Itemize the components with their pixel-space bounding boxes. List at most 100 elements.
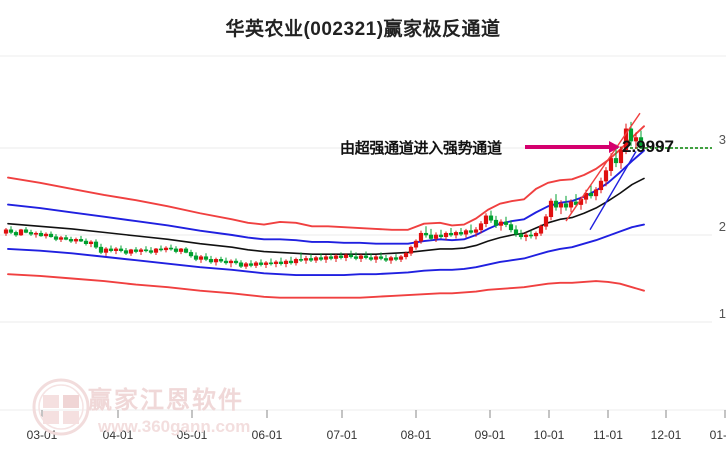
candle-body — [233, 260, 239, 264]
trend-rising-resistance-line — [565, 112, 641, 222]
x-axis-tick-label: 01-01 — [709, 428, 726, 442]
x-axis-tick-label: 06-01 — [251, 428, 283, 442]
candle-body — [398, 256, 404, 260]
candle-body — [203, 256, 209, 260]
candle-body — [13, 232, 19, 236]
candle-body — [213, 259, 219, 263]
candle-body — [453, 232, 459, 236]
candle-body — [68, 239, 74, 242]
candle-body — [628, 128, 634, 142]
candle-body — [593, 189, 599, 197]
candle-body — [438, 234, 444, 238]
candle-body — [253, 262, 259, 266]
candle-body — [443, 232, 449, 238]
candle-body — [388, 257, 394, 261]
candle-body — [568, 201, 574, 208]
candle-body — [133, 249, 139, 252]
candle-body — [428, 234, 434, 239]
candle-body — [303, 258, 309, 261]
candle-body — [208, 259, 214, 263]
band-middle-line — [7, 177, 645, 255]
candle-body — [583, 192, 589, 200]
candle-body — [118, 248, 124, 251]
candle-body — [403, 252, 409, 258]
trend-lines — [565, 112, 641, 231]
candle-body — [228, 260, 234, 264]
candle-body — [608, 158, 614, 171]
candle-body — [488, 215, 494, 221]
candle-body — [498, 221, 504, 226]
candle-body — [463, 230, 469, 235]
candle-body — [483, 215, 489, 224]
candle-body — [148, 250, 154, 253]
candle-body — [353, 256, 359, 259]
candle-body — [88, 241, 94, 245]
candle-body — [8, 229, 14, 233]
candle-body — [138, 249, 144, 252]
candle-body — [18, 229, 24, 236]
candle-body — [603, 170, 609, 182]
band-upper-strong-band — [7, 149, 645, 245]
brand-seal-icon — [32, 378, 90, 436]
arrow-head — [609, 141, 620, 153]
candle-body — [163, 247, 169, 251]
candle-body — [318, 257, 324, 260]
candle-body — [513, 229, 519, 235]
candle-body — [198, 256, 204, 260]
candle-body — [588, 192, 594, 197]
candle-body — [28, 232, 34, 235]
candle-body — [153, 248, 159, 253]
candle-body — [43, 233, 49, 237]
candle-body — [218, 259, 224, 262]
candle-body — [168, 247, 174, 250]
x-axis-tick-label: 10-01 — [533, 428, 565, 442]
x-axis-tick-label: 07-01 — [326, 428, 358, 442]
candle-body — [503, 221, 509, 225]
x-axis-tick-label: 09-01 — [474, 428, 506, 442]
candle-body — [563, 203, 569, 208]
candle-body — [383, 258, 389, 261]
candle-body — [538, 226, 544, 234]
candle-body — [58, 237, 64, 240]
candle-body — [313, 257, 319, 261]
candle-body — [348, 254, 354, 258]
candle-body — [618, 149, 624, 164]
x-axis-tick-label: 04-01 — [102, 428, 134, 442]
trend-rising-support-line — [589, 151, 637, 231]
candle-body — [293, 259, 299, 264]
candle-body — [333, 255, 339, 259]
candle-body — [48, 233, 54, 238]
candle-body — [123, 250, 129, 254]
x-axis-tick-label: 08-01 — [400, 428, 432, 442]
candle-body — [113, 248, 119, 251]
candle-body — [363, 255, 369, 258]
watermark-url: www.360gann.com — [98, 417, 251, 436]
candle-body — [433, 234, 439, 239]
candle-body — [158, 248, 164, 251]
candle-body — [188, 252, 194, 257]
candle-body — [108, 248, 114, 251]
channel-bands — [7, 125, 645, 299]
candle-body — [423, 232, 429, 236]
band-lower-strong-band — [7, 223, 645, 276]
candle-body — [173, 248, 179, 252]
candle-body — [343, 254, 349, 258]
candle-body — [328, 256, 334, 259]
candle-body — [33, 232, 39, 235]
candle-body — [378, 256, 384, 259]
candle-body — [413, 240, 419, 248]
candle-body — [83, 240, 89, 244]
candle-body — [458, 232, 464, 235]
candle-body — [178, 248, 184, 252]
candle-body — [78, 239, 84, 242]
candle-body — [323, 256, 329, 260]
candle-body — [183, 248, 189, 253]
candle-body — [273, 261, 279, 265]
candle-body — [478, 223, 484, 231]
channel-annotation-label: 由超强通道进入强势通道 — [340, 140, 502, 157]
candle-body — [38, 232, 44, 237]
current-price-label: 2.9997 — [622, 137, 674, 156]
candle-body — [238, 262, 244, 267]
